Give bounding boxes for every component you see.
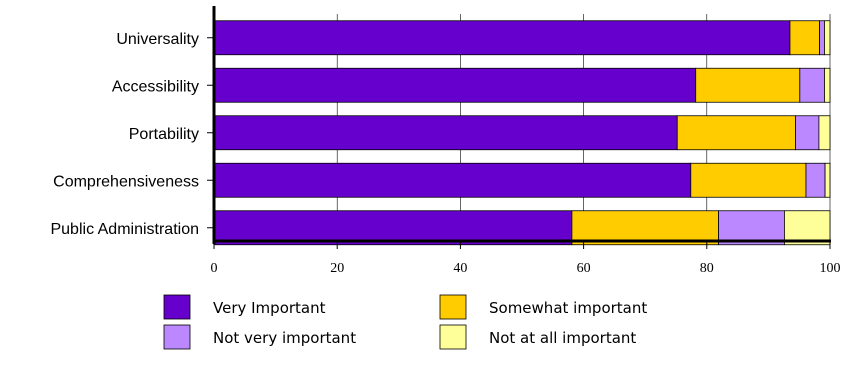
bar-accessibility-very-important	[213, 67, 697, 103]
x-tick-label-100: 100	[820, 261, 841, 276]
bar-portability-not-very-important	[795, 115, 820, 151]
axes	[207, 6, 831, 249]
bar-universality-very-important	[213, 20, 791, 56]
bar-universality-not-at-all-important	[824, 20, 831, 56]
category-label-portability: Portability	[129, 126, 199, 143]
x-tick-label-80: 80	[700, 261, 714, 276]
bar-accessibility-not-at-all-important	[824, 67, 831, 103]
legend-swatch-very-important	[163, 294, 191, 320]
legend-label-somewhat-important: Somewhat important	[489, 299, 647, 317]
bars	[213, 20, 831, 246]
legend-label-not-very-important: Not very important	[213, 329, 356, 347]
category-label-accessibility: Accessibility	[112, 78, 199, 95]
legend-swatch-somewhat-important	[439, 294, 467, 320]
bar-portability-somewhat-important	[676, 115, 796, 151]
x-tick-label-40: 40	[453, 261, 467, 276]
bar-comprehensiveness-somewhat-important	[690, 162, 807, 198]
bar-comprehensiveness-not-at-all-important	[824, 162, 831, 198]
bar-public-administration-not-at-all-important	[784, 210, 831, 246]
legend-swatch-not-at-all-important	[439, 324, 467, 350]
legend: Very Important Somewhat important Not very…	[163, 294, 647, 350]
bar-universality-somewhat-important	[789, 20, 820, 56]
labels: Universality Accessibility Portability Comp…	[50, 31, 840, 276]
legend-swatch-not-very-important	[163, 324, 191, 350]
bar-universality-not-very-important	[819, 20, 825, 56]
bar-portability-very-important	[213, 115, 678, 151]
x-tick-label-60: 60	[577, 261, 591, 276]
category-label-universality: Universality	[116, 31, 199, 48]
category-label-public-administration: Public Administration	[50, 221, 199, 238]
bar-accessibility-somewhat-important	[695, 67, 801, 103]
bar-accessibility-not-very-important	[799, 67, 825, 103]
category-label-comprehensiveness: Comprehensiveness	[53, 173, 199, 190]
bar-public-administration-very-important	[213, 210, 573, 246]
bar-portability-not-at-all-important	[818, 115, 831, 151]
x-tick-label-0: 0	[211, 261, 218, 276]
bar-comprehensiveness-not-very-important	[805, 162, 826, 198]
x-tick-label-20: 20	[330, 261, 344, 276]
bar-comprehensiveness-very-important	[213, 162, 692, 198]
legend-label-not-at-all-important: Not at all important	[489, 329, 636, 347]
legend-label-very-important: Very Important	[213, 299, 326, 317]
